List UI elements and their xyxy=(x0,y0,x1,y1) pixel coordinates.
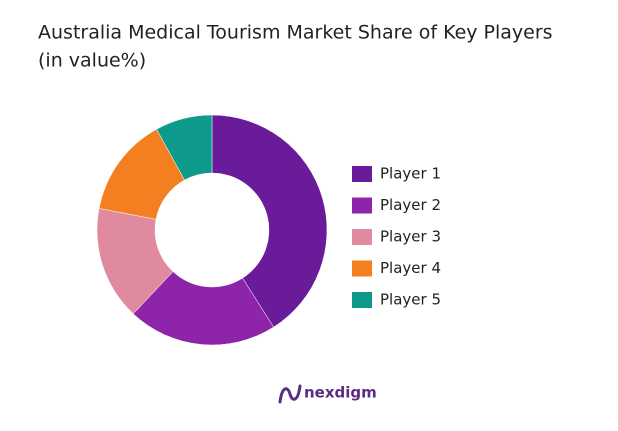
slice xyxy=(156,114,213,181)
logo: nexdigm xyxy=(278,384,377,404)
legend-swatch xyxy=(352,260,372,277)
legend-label: Player 1 xyxy=(380,165,441,183)
slice xyxy=(132,271,274,346)
slice xyxy=(211,114,328,328)
legend-label: Player 3 xyxy=(380,228,441,246)
legend-swatch xyxy=(352,166,372,182)
legend-swatch xyxy=(352,197,372,214)
chart-subtitle: (in value%) xyxy=(38,50,146,72)
legend-label: Player 2 xyxy=(380,196,441,214)
legend-swatch xyxy=(352,229,372,245)
legend-swatch xyxy=(352,292,372,308)
logo-text: nexdigm xyxy=(304,384,377,402)
chart-title: Australia Medical Tourism Market Share o… xyxy=(38,22,553,44)
legend-label: Player 4 xyxy=(380,259,441,277)
legend-label: Player 5 xyxy=(380,291,441,309)
logo-icon xyxy=(278,384,302,404)
